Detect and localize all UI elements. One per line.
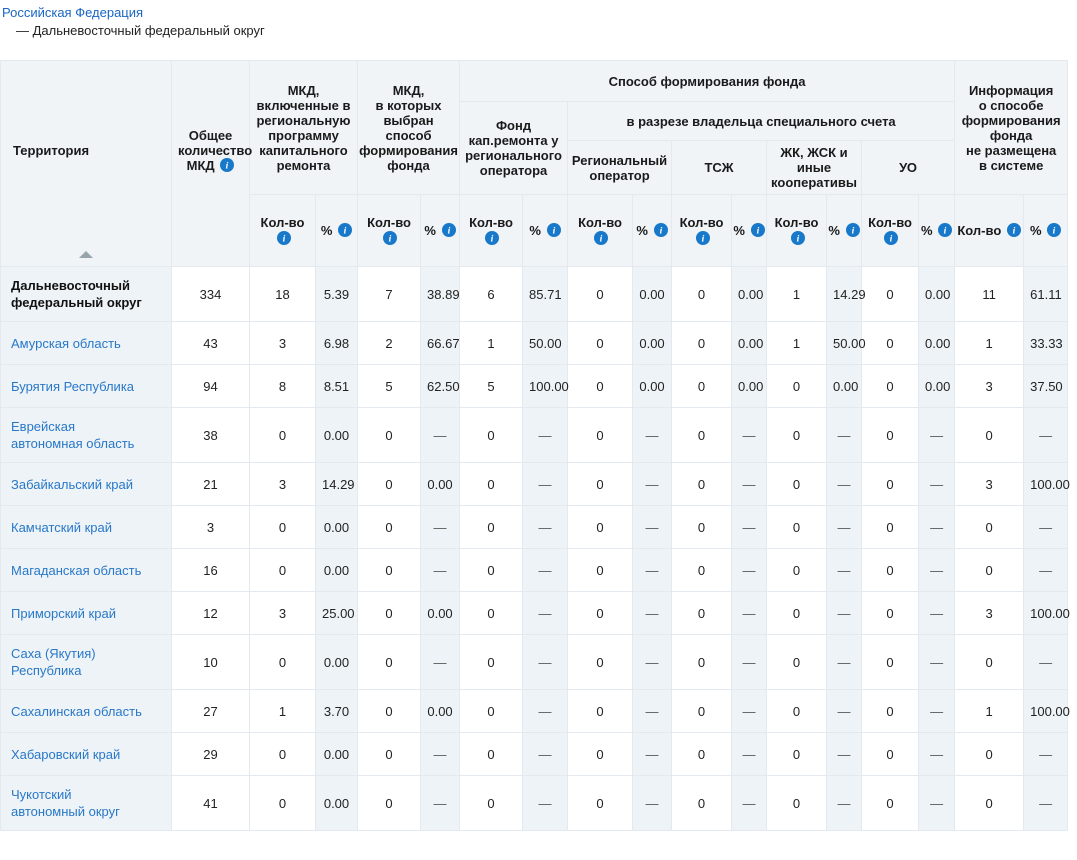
svg-text:i: i — [552, 226, 555, 237]
svg-text:i: i — [389, 233, 392, 244]
svg-text:i: i — [1013, 226, 1016, 237]
svg-text:i: i — [851, 226, 854, 237]
svg-text:i: i — [600, 233, 603, 244]
svg-text:i: i — [282, 233, 285, 244]
svg-text:i: i — [491, 233, 494, 244]
svg-text:i: i — [701, 233, 704, 244]
svg-text:i: i — [796, 233, 799, 244]
svg-text:i: i — [890, 233, 893, 244]
svg-text:i: i — [226, 161, 229, 172]
svg-text:i: i — [344, 226, 347, 237]
svg-text:i: i — [659, 226, 662, 237]
svg-text:i: i — [756, 226, 759, 237]
svg-text:i: i — [1053, 226, 1056, 237]
svg-text:i: i — [447, 226, 450, 237]
svg-text:i: i — [944, 226, 947, 237]
